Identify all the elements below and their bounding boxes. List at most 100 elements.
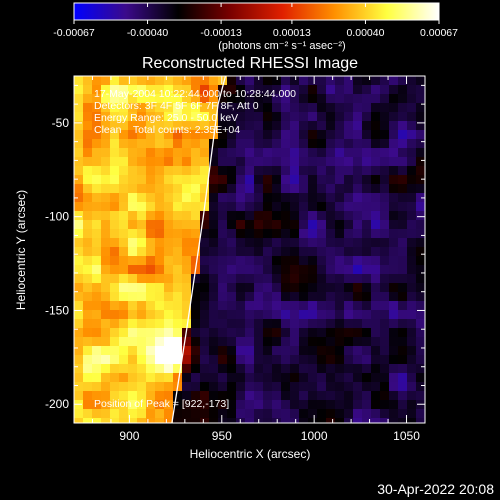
heatmap-pixel (263, 184, 273, 194)
heatmap-pixel (83, 175, 93, 185)
heatmap-pixel (74, 148, 84, 158)
heatmap-pixel (362, 211, 372, 221)
heatmap-pixel (218, 409, 228, 419)
heatmap-pixel (308, 94, 318, 104)
heatmap-pixel (416, 238, 425, 248)
heatmap-pixel (182, 346, 192, 356)
heatmap-pixel (101, 319, 111, 329)
heatmap-pixel (380, 283, 390, 293)
heatmap-pixel (308, 238, 318, 248)
heatmap-pixel (209, 94, 219, 104)
heatmap-pixel (119, 94, 129, 104)
heatmap-pixel (353, 220, 363, 230)
heatmap-pixel (164, 274, 174, 284)
heatmap-pixel (344, 364, 354, 374)
heatmap-pixel (407, 139, 417, 149)
heatmap-pixel (308, 256, 318, 266)
heatmap-pixel (317, 148, 327, 158)
heatmap-pixel (353, 211, 363, 221)
heatmap-pixel (155, 337, 165, 347)
heatmap-pixel (119, 409, 129, 419)
heatmap-pixel (308, 166, 318, 176)
heatmap-pixel (407, 292, 417, 302)
heatmap-pixel (209, 112, 219, 122)
heatmap-pixel (173, 166, 183, 176)
heatmap-pixel (101, 301, 111, 311)
heatmap-pixel (326, 265, 336, 275)
heatmap-pixel (308, 121, 318, 131)
heatmap-pixel (200, 112, 210, 122)
heatmap-pixel (182, 157, 192, 167)
heatmap-pixel (245, 418, 255, 423)
heatmap-pixel (110, 391, 120, 401)
heatmap-pixel (137, 202, 147, 212)
heatmap-pixel (308, 310, 318, 320)
heatmap-pixel (110, 166, 120, 176)
heatmap-pixel (236, 247, 246, 257)
heatmap-pixel (164, 364, 174, 374)
heatmap-pixel (263, 76, 273, 86)
heatmap-pixel (92, 283, 102, 293)
heatmap-pixel (317, 238, 327, 248)
heatmap-pixel (182, 202, 192, 212)
heatmap-pixel (173, 202, 183, 212)
heatmap-pixel (74, 85, 84, 95)
heatmap-pixel (353, 301, 363, 311)
heatmap-pixel (380, 76, 390, 86)
heatmap-pixel (200, 247, 210, 257)
heatmap-pixel (209, 157, 219, 167)
heatmap-pixel (227, 193, 237, 203)
heatmap-pixel (335, 400, 345, 410)
heatmap-pixel (389, 409, 399, 419)
heatmap-pixel (245, 337, 255, 347)
heatmap-pixel (200, 265, 210, 275)
heatmap-pixel (272, 139, 282, 149)
heatmap-pixel (110, 373, 120, 383)
heatmap-pixel (236, 238, 246, 248)
heatmap-pixel (236, 121, 246, 131)
heatmap-pixel (218, 247, 228, 257)
heatmap-pixel (398, 202, 408, 212)
heatmap-pixel (263, 112, 273, 122)
heatmap-pixel (227, 256, 237, 266)
heatmap-pixel (290, 301, 300, 311)
heatmap-pixel (263, 157, 273, 167)
heatmap-pixel (173, 238, 183, 248)
heatmap-pixel (236, 301, 246, 311)
heatmap-pixel (92, 382, 102, 392)
heatmap-pixel (317, 121, 327, 131)
heatmap-pixel (317, 328, 327, 338)
heatmap-pixel (227, 130, 237, 140)
heatmap-pixel (119, 121, 129, 131)
heatmap-pixel (344, 211, 354, 221)
heatmap-pixel (236, 355, 246, 365)
heatmap-pixel (263, 328, 273, 338)
heatmap-pixel (326, 76, 336, 86)
heatmap-pixel (137, 283, 147, 293)
heatmap-pixel (191, 382, 201, 392)
heatmap-pixel (173, 310, 183, 320)
heatmap-pixel (236, 328, 246, 338)
heatmap-pixel (308, 283, 318, 293)
heatmap-pixel (74, 121, 84, 131)
heatmap-pixel (164, 76, 174, 86)
heatmap-pixel (74, 409, 84, 419)
heatmap-pixel (326, 166, 336, 176)
heatmap-pixel (326, 157, 336, 167)
heatmap-pixel (110, 94, 120, 104)
heatmap-pixel (281, 346, 291, 356)
heatmap-pixel (83, 166, 93, 176)
heatmap-pixel (209, 418, 219, 423)
y-axis-label: Heliocentric Y (arcsec) (14, 190, 28, 310)
heatmap-pixel (263, 274, 273, 284)
heatmap-pixel (236, 319, 246, 329)
heatmap-pixel (182, 85, 192, 95)
heatmap-pixel (146, 139, 156, 149)
heatmap-pixel (101, 364, 111, 374)
heatmap-pixel (191, 211, 201, 221)
heatmap-pixel (146, 220, 156, 230)
heatmap-pixel (218, 94, 228, 104)
heatmap-pixel (290, 256, 300, 266)
heatmap-pixel (362, 247, 372, 257)
heatmap-pixel (182, 292, 192, 302)
